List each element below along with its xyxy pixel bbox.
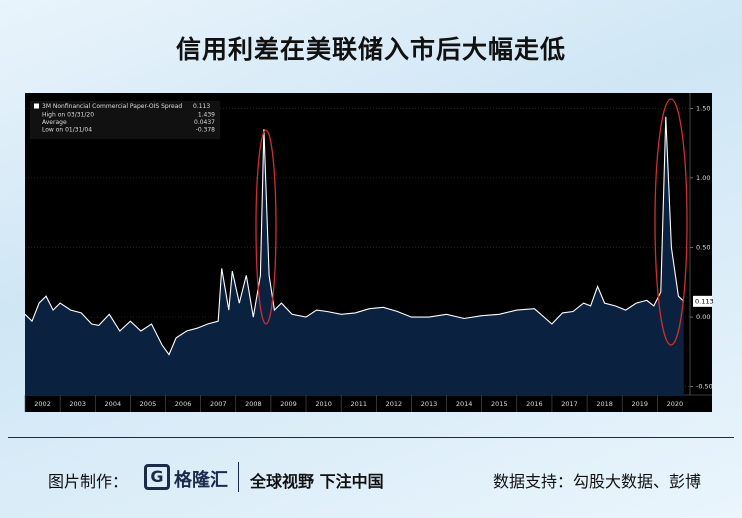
y-tick-label: 1.00 [696, 174, 710, 182]
x-tick-label: 2013 [421, 400, 438, 408]
x-tick-label: 2010 [315, 400, 332, 408]
x-tick-label: 2002 [34, 400, 51, 408]
y-tick-label: 1.50 [696, 104, 710, 112]
x-tick-label: 2006 [175, 400, 192, 408]
x-tick-label: 2007 [210, 400, 227, 408]
x-tick-label: 2012 [386, 400, 403, 408]
line [24, 116, 685, 356]
legend-value: 0.113 [193, 103, 210, 110]
credit-label: 图片制作： [48, 472, 129, 491]
slogan: 全球视野 下注中国 [250, 472, 384, 491]
x-tick-label: 2019 [631, 400, 648, 408]
x-tick-label: 2020 [667, 400, 684, 408]
x-tick-label: 2003 [69, 400, 86, 408]
legend-swatch [34, 103, 39, 109]
value-label: 0.113 [695, 297, 714, 305]
chart-title: 信用利差在美联储入市后大幅走低 [175, 35, 566, 64]
legend-stat-label: Average [42, 119, 67, 126]
legend-background [30, 101, 220, 139]
legend-stat-label: High on 03/31/20 [42, 112, 94, 119]
highlight-ellipse [255, 129, 277, 325]
x-tick-label: 2018 [596, 400, 613, 408]
x-tick-label: 2008 [245, 400, 262, 408]
legend-stat-value: 0.0437 [194, 119, 215, 126]
separator [238, 462, 239, 492]
x-tick-label: 2004 [105, 400, 122, 408]
x-tick-label: 2009 [280, 400, 297, 408]
legend-label: 3M Nonfinancial Commercial Paper-OIS Spr… [42, 103, 182, 110]
area [25, 116, 684, 396]
y-tick-label: 0.50 [696, 243, 710, 251]
x-tick-label: 2005 [140, 400, 157, 408]
y-tick-label: -0.50 [696, 383, 713, 391]
divider [8, 437, 734, 438]
source: 数据支持：勾股大数据、彭博 [493, 472, 702, 491]
x-tick-label: 2017 [561, 400, 578, 408]
legend-stat-label: Low on 01/31/04 [42, 127, 92, 134]
highlight-ellipse [654, 98, 688, 346]
legend-stat-value: -0.378 [196, 127, 216, 134]
logo-icon: G [144, 464, 170, 490]
x-tick-label: 2011 [350, 400, 367, 408]
x-tick-label: 2014 [456, 400, 473, 408]
logo-text: 格隆汇 [174, 470, 228, 491]
y-tick-label: 0.00 [696, 313, 710, 321]
legend-stat-value: 1.439 [198, 112, 215, 119]
x-tick-label: 2016 [526, 400, 543, 408]
x-tick-label: 2015 [491, 400, 508, 408]
value-label-box [693, 295, 712, 307]
